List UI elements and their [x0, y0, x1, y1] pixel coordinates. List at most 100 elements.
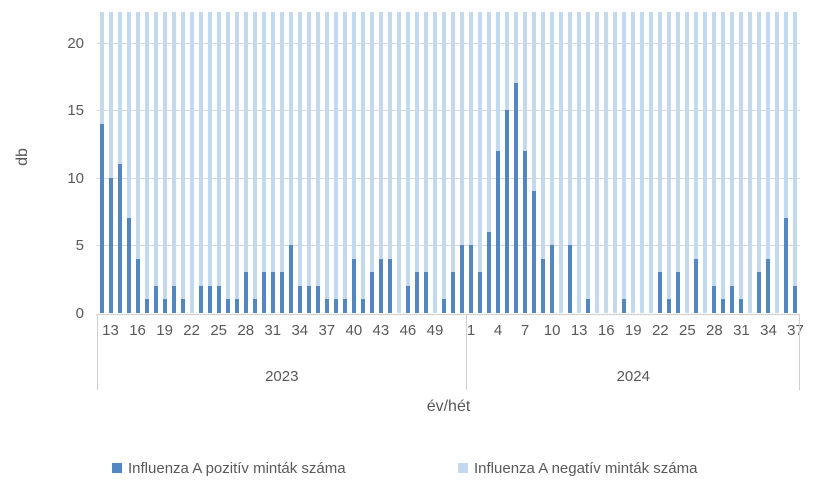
negative-sample-bar — [577, 12, 582, 313]
legend-item-positive: Influenza A pozitív minták száma — [112, 456, 346, 480]
negative-sample-bar — [270, 12, 275, 313]
positive-sample-bar — [712, 286, 717, 313]
positive-sample-bar — [207, 286, 212, 313]
negative-sample-bar — [288, 12, 293, 313]
positive-sample-bar — [261, 272, 266, 313]
negative-sample-bar — [748, 12, 753, 313]
negative-sample-bar — [117, 12, 122, 313]
year-label-2024: 2024 — [616, 368, 650, 385]
positive-sample-bar — [306, 286, 311, 313]
negative-sample-bar — [162, 12, 167, 313]
negative-sample-bar — [189, 12, 194, 313]
negative-sample-bar — [478, 12, 483, 313]
week-label-2024-34: 34 — [760, 322, 777, 339]
positive-sample-bar — [369, 272, 374, 313]
positive-sample-bar — [360, 299, 365, 313]
negative-sample-bar — [243, 12, 248, 313]
positive-sample-bar — [279, 272, 284, 313]
negative-sample-bar — [559, 12, 564, 313]
positive-sample-bar — [351, 259, 356, 313]
negative-sample-bar — [631, 12, 636, 313]
positive-sample-bar — [721, 299, 726, 313]
positive-sample-bar — [423, 272, 428, 313]
positive-sample-bar — [252, 299, 257, 313]
negative-sample-bar — [108, 12, 113, 313]
axis-divider-2 — [799, 314, 800, 390]
week-label-2024-16: 16 — [597, 322, 615, 339]
negative-sample-bar — [766, 12, 771, 313]
positive-sample-bar — [622, 299, 627, 313]
positive-sample-bar — [225, 299, 230, 313]
gridline-y-5 — [97, 245, 800, 247]
negative-sample-bar — [405, 12, 410, 313]
negative-sample-bar — [342, 12, 347, 313]
negative-sample-bar — [261, 12, 266, 313]
week-label-2024-25: 25 — [678, 322, 696, 339]
positive-sample-bar — [469, 245, 474, 313]
positive-sample-bar — [541, 259, 546, 313]
positive-sample-bar — [99, 124, 104, 313]
week-label-2023-16: 16 — [129, 322, 146, 339]
positive-sample-bar — [414, 272, 419, 313]
negative-sample-bar — [712, 12, 717, 313]
positive-sample-bar — [162, 299, 167, 313]
legend: Influenza A pozitív minták száma Influen… — [0, 456, 822, 480]
positive-sample-bar — [730, 286, 735, 313]
negative-sample-bar — [297, 12, 302, 313]
negative-sample-bar — [144, 12, 149, 313]
positive-sample-bar — [135, 259, 140, 313]
y-tick-label-0: 0 — [75, 305, 84, 322]
positive-sample-bar — [171, 286, 176, 313]
week-label-2023-43: 43 — [372, 322, 390, 339]
negative-sample-bar — [135, 12, 140, 313]
positive-sample-bar — [144, 299, 149, 313]
positive-sample-bar — [586, 299, 591, 313]
negative-sample-bar — [369, 12, 374, 313]
positive-sample-bar — [243, 272, 248, 313]
negative-sample-bar — [441, 12, 446, 313]
negative-sample-bar — [360, 12, 365, 313]
positive-sample-bar — [694, 259, 699, 313]
week-label-2023-28: 28 — [237, 322, 255, 339]
negative-sample-bar — [225, 12, 230, 313]
positive-sample-bar — [784, 218, 789, 313]
negative-sample-bar — [775, 12, 780, 313]
negative-sample-bar — [667, 12, 672, 313]
negative-sample-bar — [315, 12, 320, 313]
positive-sample-bar — [234, 299, 239, 313]
negative-sample-bar — [604, 12, 609, 313]
positive-sample-bar — [487, 232, 492, 313]
positive-sample-bar — [270, 272, 275, 313]
positive-sample-bar — [297, 286, 302, 313]
positive-sample-bar — [108, 178, 113, 313]
positive-sample-bar — [333, 299, 338, 313]
gridline-y-10 — [97, 177, 800, 179]
negative-sample-bar — [324, 12, 329, 313]
positive-sample-bar — [505, 110, 510, 313]
positive-sample-bar — [342, 299, 347, 313]
negative-sample-bar — [694, 12, 699, 313]
positive-sample-bar — [405, 286, 410, 313]
positive-sample-bar — [667, 299, 672, 313]
positive-sample-bar — [757, 272, 762, 313]
positive-sample-bar — [532, 191, 537, 313]
positive-sample-bar — [387, 259, 392, 313]
positive-sample-bar — [550, 245, 555, 313]
negative-sample-bar — [622, 12, 627, 313]
negative-sample-bar — [532, 12, 537, 313]
positive-sample-bar — [739, 299, 744, 313]
negative-sample-bar — [234, 12, 239, 313]
negative-sample-bar — [649, 12, 654, 313]
positive-sample-bar — [460, 245, 465, 313]
negative-sample-bar — [730, 12, 735, 313]
legend-label-positive: Influenza A pozitív minták száma — [128, 459, 346, 477]
negative-sample-bar — [279, 12, 284, 313]
negative-sample-bar — [685, 12, 690, 313]
week-label-2024-19: 19 — [624, 322, 642, 339]
negative-sample-bar — [586, 12, 591, 313]
week-label-2024-28: 28 — [706, 322, 723, 339]
week-label-2024-13: 13 — [570, 322, 588, 339]
y-tick-label-10: 10 — [67, 169, 84, 187]
week-label-2024-1: 1 — [466, 322, 476, 339]
negative-sample-bar — [721, 12, 726, 313]
